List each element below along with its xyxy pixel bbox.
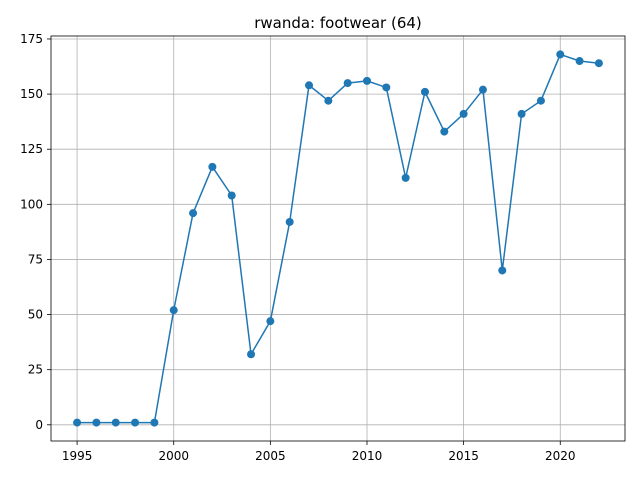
data-point [208,162,217,171]
data-point [111,418,120,427]
grid [51,36,625,441]
data-point [131,418,140,427]
x-tick-label: 1995 [62,449,93,463]
y-axis: 0 25 50 75 100 125 150 175 [20,32,51,432]
data-point [401,173,410,182]
data-point [247,350,256,359]
y-tick-label: 25 [28,363,43,377]
data-point [73,418,82,427]
data-point [556,50,565,59]
data-point [227,191,236,200]
y-tick-label: 50 [28,308,43,322]
y-tick-label: 0 [35,418,43,432]
data-point [382,83,391,92]
data-point [517,109,526,118]
x-tick-label: 2010 [352,449,383,463]
data-point [362,76,371,85]
series-group [73,50,603,427]
data-point [440,127,449,136]
chart-title: rwanda: footwear (64) [254,14,422,32]
x-axis: 1995 2000 2005 2010 2015 2020 [62,441,576,463]
series-line [77,53,599,424]
data-point [92,418,101,427]
data-point [285,217,294,226]
x-tick-label: 2000 [158,449,189,463]
data-point [324,96,333,105]
plot-frame [50,35,626,442]
y-tick-label: 150 [20,87,43,101]
y-tick-label: 75 [28,252,43,266]
data-point [420,87,429,96]
data-point [150,418,159,427]
data-point [498,266,507,275]
data-point [459,109,468,118]
data-point [169,306,178,315]
y-tick-label: 100 [20,197,43,211]
data-point [189,209,198,218]
x-tick-label: 2020 [545,449,576,463]
data-point [266,317,275,326]
data-point [305,81,314,90]
y-tick-label: 175 [20,32,43,46]
data-point [478,85,487,94]
data-point [594,59,603,68]
x-tick-label: 2005 [255,449,286,463]
data-point [343,79,352,88]
data-point [536,96,545,105]
y-tick-label: 125 [20,142,43,156]
data-point [575,57,584,66]
x-tick-label: 2015 [448,449,479,463]
